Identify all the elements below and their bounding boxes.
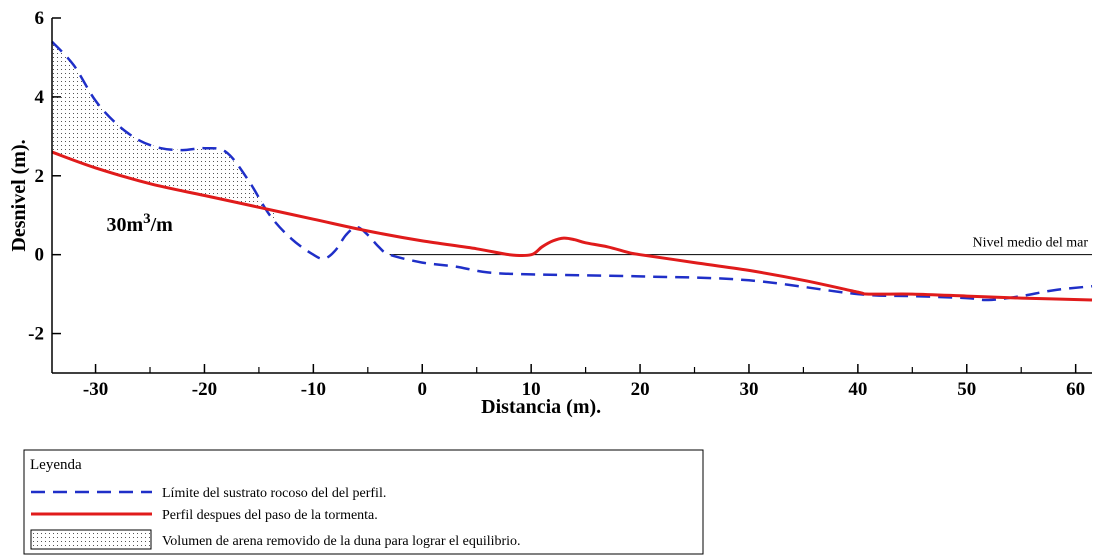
x-tick-label: 30	[739, 379, 758, 400]
volume-annotation-exponent: 3	[143, 211, 151, 227]
sea-level-label: Nivel medio del mar	[973, 236, 1089, 251]
x-tick-label: -10	[301, 379, 326, 400]
x-ticks: -30 -20 -10 0 10 20 30 40 50 60	[83, 364, 1085, 400]
storm-profile-series-line	[51, 150, 1093, 302]
volume-annotation: 30m3/m	[106, 211, 173, 236]
x-tick-label: 60	[1066, 379, 1085, 400]
x-tick-label: 20	[631, 379, 650, 400]
legend: Leyenda Límite del sustrato rocoso del d…	[23, 449, 704, 555]
legend-title: Leyenda	[30, 457, 82, 473]
y-tick-label: 4	[35, 87, 45, 108]
x-tick-label: -20	[192, 379, 217, 400]
x-tick-label: -30	[83, 379, 108, 400]
legend-swatch-fill	[30, 529, 152, 550]
x-axis-title: Distancia (m).	[481, 396, 601, 418]
x-tick-label: 40	[848, 379, 867, 400]
volume-annotation-base: 30m	[106, 214, 143, 236]
legend-label-profile: Perfil despues del paso de la tormenta.	[162, 508, 378, 523]
y-tick-label: -2	[28, 324, 44, 345]
y-tick-label: 0	[35, 245, 45, 266]
legend-label-bedrock: Límite del sustrato rocoso del del perfi…	[162, 486, 386, 501]
x-tick-label: 50	[957, 379, 976, 400]
volume-annotation-suffix: /m	[150, 214, 174, 236]
y-tick-label: 6	[35, 8, 45, 29]
y-tick-label: 2	[35, 166, 45, 187]
x-tick-label: 10	[522, 379, 541, 400]
y-axis-title: Desnivel (m).	[8, 139, 30, 251]
plot-area: Nivel medio del mar 30m3/m	[51, 40, 1093, 302]
sand-volume-fill	[52, 41, 276, 222]
y-ticks: -2 0 2 4 6	[28, 8, 61, 345]
x-tick-label: 0	[418, 379, 428, 400]
legend-label-volume: Volumen de arena removido de la duna par…	[162, 534, 521, 549]
